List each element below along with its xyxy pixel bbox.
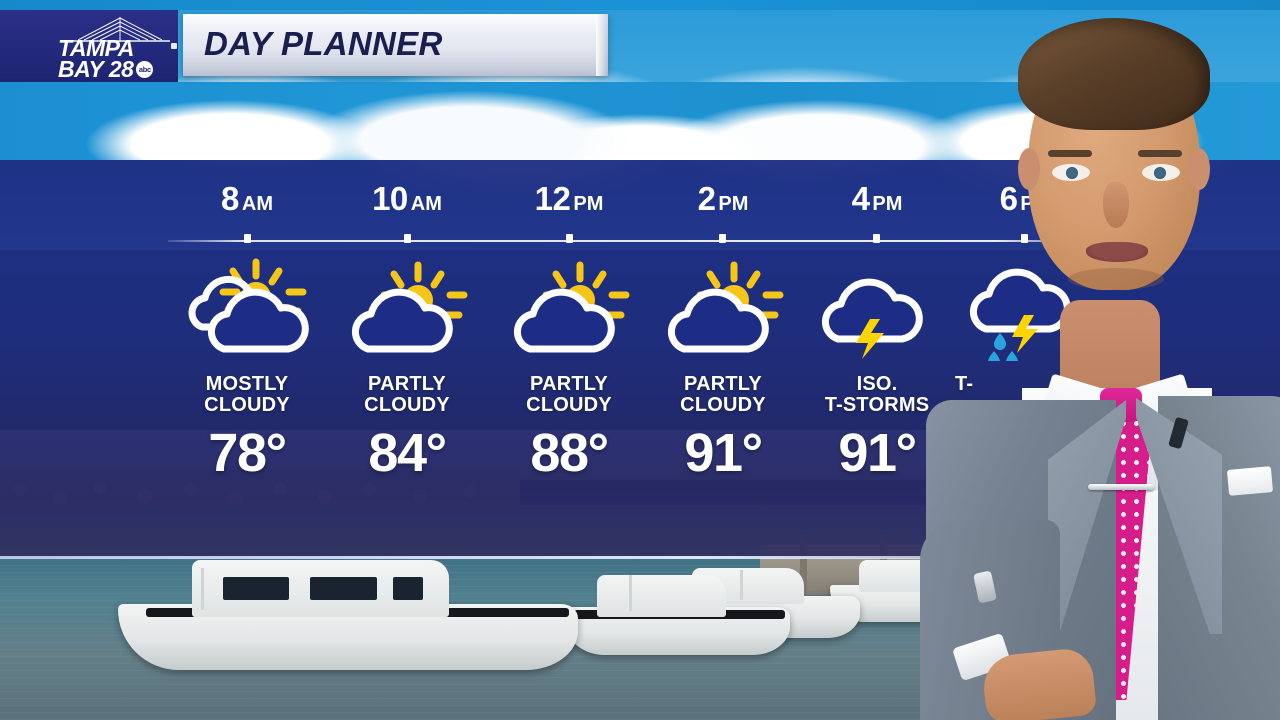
forecast-column-2pm[interactable]: 2 PM PARTLY CLOUDY 91° — [645, 180, 801, 484]
sun-behind-two-clouds-icon — [169, 254, 325, 364]
forecast-time: 4 PM — [851, 180, 903, 217]
presenter-iris — [1066, 167, 1078, 179]
presenter-mouth — [1086, 242, 1148, 262]
suspension-bridge-icon — [70, 17, 170, 42]
timeline-tick — [1021, 234, 1028, 243]
timeline-tick — [873, 234, 880, 243]
presenter-eyebrow — [1138, 150, 1182, 157]
presenter-pocket-square — [1226, 466, 1274, 496]
forecast-time: 2 PM — [697, 180, 749, 217]
presenter-hair — [1018, 18, 1210, 130]
cloud-with-lightning-icon — [799, 254, 955, 364]
top-accent-strip — [0, 0, 1280, 10]
forecast-temperature: 91° — [838, 422, 917, 483]
forecast-column-10am[interactable]: 10 AM PARTLY CLOUDY 84° — [329, 180, 485, 484]
photo-piling — [800, 535, 807, 605]
presenter-ear — [1188, 148, 1210, 190]
presenter-tie-clip — [1088, 484, 1154, 490]
forecast-time: 12 PM — [534, 180, 604, 217]
forecast-condition: MOSTLY CLOUDY — [204, 373, 290, 416]
forecast-condition: ISO. T-STORMS — [824, 373, 930, 416]
presenter-meteorologist — [920, 0, 1280, 720]
sun-behind-cloud-icon — [645, 254, 801, 364]
logo-line-2: BAY 28 — [58, 56, 134, 83]
forecast-temperature: 84° — [368, 422, 447, 483]
page-title: DAY PLANNER — [204, 25, 443, 62]
photo-boat-foreground — [118, 560, 578, 670]
station-logo[interactable]: TAMPA BAY 28 abc — [58, 16, 178, 83]
timeline-axis — [168, 240, 1088, 242]
timeline-tick — [404, 234, 411, 243]
forecast-temperature: 91° — [684, 422, 763, 483]
forecast-column-8am[interactable]: 8 AM MOSTLY CLOUDY 78° — [169, 180, 325, 484]
forecast-column-4pm[interactable]: 4 PM ISO. T-STORMS 91° — [799, 180, 955, 484]
forecast-time: 8 AM — [221, 180, 273, 217]
forecast-condition: PARTLY CLOUDY — [526, 373, 612, 416]
timeline-tick — [719, 234, 726, 243]
presenter-iris — [1154, 167, 1166, 179]
panel-bottom-edge — [0, 556, 1280, 559]
forecast-time: 10 AM — [372, 180, 442, 217]
presenter-chin-shadow — [1068, 268, 1164, 290]
sun-behind-cloud-icon — [491, 254, 647, 364]
forecast-condition: PARTLY CLOUDY — [680, 373, 766, 416]
logo-line-1: TAMPA — [58, 35, 134, 61]
presenter-eyebrow — [1048, 150, 1092, 157]
forecast-temperature: 78° — [208, 422, 287, 483]
timeline-tick — [566, 234, 573, 243]
timeline-tick — [244, 234, 251, 243]
forecast-condition: PARTLY CLOUDY — [364, 373, 450, 416]
forecast-condition: T- — [955, 373, 974, 395]
presenter-nose — [1103, 182, 1129, 228]
forecast-column-12pm[interactable]: 12 PM PARTLY CLOUDY 88° — [491, 180, 647, 484]
title-separator-dot — [171, 43, 177, 49]
abc-network-icon: abc — [136, 61, 154, 79]
title-banner: DAY PLANNER — [183, 14, 608, 76]
sun-behind-cloud-icon — [329, 254, 485, 364]
forecast-temperature: 88° — [530, 422, 609, 483]
presenter-ear — [1018, 148, 1040, 190]
photo-boat — [560, 575, 790, 655]
